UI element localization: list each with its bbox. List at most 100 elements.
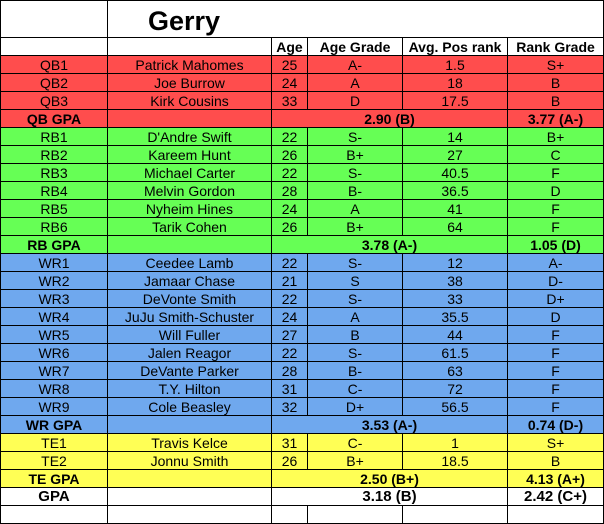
position-cell[interactable]: TE1 [0,433,108,452]
age-cell[interactable]: 31 [271,433,308,452]
header-age[interactable]: Age [271,37,308,56]
player-name-cell[interactable]: Michael Carter [107,163,272,182]
position-cell[interactable]: WR4 [0,307,108,326]
position-cell[interactable]: WR3 [0,289,108,308]
avg-pos-rank-cell[interactable]: 35.5 [402,307,508,326]
overall-gpa-label-cell[interactable]: GPA [0,487,108,506]
avg-pos-rank-cell[interactable]: 38 [402,271,508,290]
player-name-cell[interactable]: Will Fuller [107,325,272,344]
position-cell[interactable]: TE2 [0,451,108,470]
position-cell[interactable]: QB1 [0,55,108,74]
avg-pos-rank-cell[interactable]: 63 [402,361,508,380]
age-grade-cell[interactable]: S [307,271,403,290]
gpa-label-cell[interactable]: RB GPA [0,235,108,254]
avg-pos-rank-cell[interactable]: 40.5 [402,163,508,182]
age-grade-cell[interactable]: B [307,325,403,344]
rank-grade-cell[interactable]: F [507,361,604,380]
age-cell[interactable]: 26 [271,451,308,470]
avg-pos-rank-cell[interactable]: 12 [402,253,508,272]
position-cell[interactable]: QB3 [0,91,108,110]
sheet-title[interactable]: Gerry [107,0,604,38]
age-grade-cell[interactable]: S- [307,343,403,362]
age-cell[interactable]: 24 [271,307,308,326]
position-cell[interactable]: WR7 [0,361,108,380]
rank-gpa-cell[interactable]: 3.77 (A-) [507,109,604,128]
player-name-cell[interactable]: Patrick Mahomes [107,55,272,74]
avg-pos-rank-cell[interactable]: 61.5 [402,343,508,362]
rank-grade-cell[interactable]: B [507,91,604,110]
rank-grade-cell[interactable]: D+ [507,289,604,308]
empty-cell[interactable] [107,235,272,254]
avg-pos-rank-cell[interactable]: 56.5 [402,397,508,416]
position-cell[interactable]: WR1 [0,253,108,272]
player-name-cell[interactable]: Jonnu Smith [107,451,272,470]
age-cell[interactable]: 26 [271,217,308,236]
avg-pos-rank-cell[interactable]: 33 [402,289,508,308]
age-cell[interactable]: 21 [271,271,308,290]
avg-pos-rank-cell[interactable]: 36.5 [402,181,508,200]
age-grade-cell[interactable]: C- [307,433,403,452]
rank-gpa-cell[interactable]: 1.05 (D) [507,235,604,254]
age-grade-cell[interactable]: B+ [307,451,403,470]
age-cell[interactable]: 25 [271,55,308,74]
position-cell[interactable]: RB5 [0,199,108,218]
position-cell[interactable]: WR5 [0,325,108,344]
rank-grade-cell[interactable]: F [507,325,604,344]
rank-grade-cell[interactable]: F [507,163,604,182]
age-grade-cell[interactable]: S- [307,163,403,182]
age-cell[interactable]: 28 [271,181,308,200]
position-cell[interactable]: QB2 [0,73,108,92]
age-cell[interactable]: 33 [271,91,308,110]
empty-cell[interactable] [0,37,108,56]
age-cell[interactable]: 24 [271,199,308,218]
position-cell[interactable]: RB3 [0,163,108,182]
avg-pos-rank-cell[interactable]: 41 [402,199,508,218]
age-cell[interactable]: 22 [271,289,308,308]
age-grade-cell[interactable]: B- [307,181,403,200]
avg-pos-rank-cell[interactable]: 1 [402,433,508,452]
position-cell[interactable]: WR6 [0,343,108,362]
age-grade-cell[interactable]: A [307,73,403,92]
age-cell[interactable]: 32 [271,397,308,416]
player-name-cell[interactable]: Cole Beasley [107,397,272,416]
header-avg-pos-rank[interactable]: Avg. Pos rank [402,37,508,56]
position-cell[interactable]: WR8 [0,379,108,398]
age-cell[interactable]: 27 [271,325,308,344]
player-name-cell[interactable]: Melvin Gordon [107,181,272,200]
age-grade-cell[interactable]: D [307,91,403,110]
overall-age-gpa-cell[interactable]: 3.18 (B) [271,487,508,506]
rank-grade-cell[interactable]: F [507,199,604,218]
rank-grade-cell[interactable]: F [507,397,604,416]
gpa-label-cell[interactable]: TE GPA [0,469,108,488]
rank-grade-cell[interactable]: D [507,181,604,200]
rank-grade-cell[interactable]: S+ [507,55,604,74]
empty-cell[interactable] [107,37,272,56]
rank-grade-cell[interactable]: S+ [507,433,604,452]
avg-pos-rank-cell[interactable]: 1.5 [402,55,508,74]
player-name-cell[interactable]: T.Y. Hilton [107,379,272,398]
rank-grade-cell[interactable]: F [507,379,604,398]
age-grade-cell[interactable]: S- [307,253,403,272]
avg-pos-rank-cell[interactable]: 64 [402,217,508,236]
player-name-cell[interactable]: Jamaar Chase [107,271,272,290]
age-gpa-cell[interactable]: 2.90 (B) [271,109,508,128]
age-cell[interactable]: 31 [271,379,308,398]
age-grade-cell[interactable]: C- [307,379,403,398]
rank-grade-cell[interactable]: A- [507,253,604,272]
overall-rank-gpa-cell[interactable]: 2.42 (C+) [507,487,604,506]
position-cell[interactable]: RB1 [0,127,108,146]
age-cell[interactable]: 24 [271,73,308,92]
position-cell[interactable]: WR2 [0,271,108,290]
age-grade-cell[interactable]: B- [307,361,403,380]
player-name-cell[interactable]: Ceedee Lamb [107,253,272,272]
age-cell[interactable]: 22 [271,343,308,362]
empty-cell[interactable] [107,415,272,434]
rank-grade-cell[interactable]: D- [507,271,604,290]
age-cell[interactable]: 22 [271,163,308,182]
empty-cell[interactable] [107,469,272,488]
player-name-cell[interactable]: Nyheim Hines [107,199,272,218]
rank-grade-cell[interactable]: B [507,451,604,470]
position-cell[interactable]: RB2 [0,145,108,164]
player-name-cell[interactable]: Jalen Reagor [107,343,272,362]
player-name-cell[interactable]: DeVante Parker [107,361,272,380]
